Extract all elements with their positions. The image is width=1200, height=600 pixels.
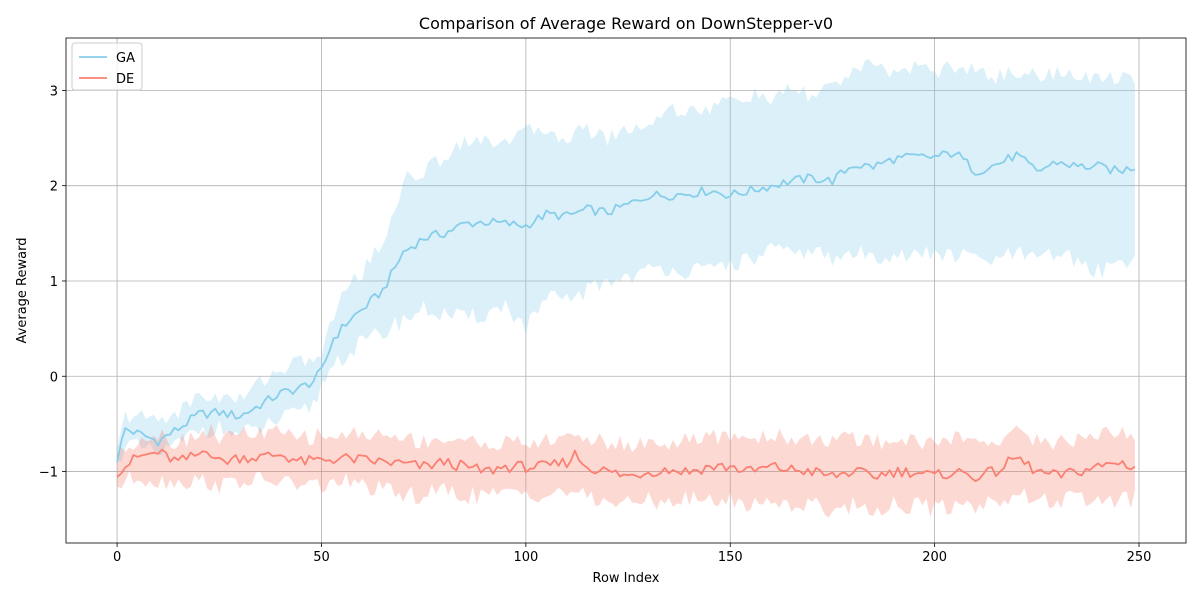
axis-ticks: 0 50 100 150 200 250 −1 0 1 2 3: [39, 84, 1152, 565]
x-tick-label: 50: [313, 550, 330, 565]
x-tick-label: 150: [718, 550, 743, 565]
y-tick-label: 2: [50, 180, 58, 195]
y-tick-label: 0: [50, 370, 58, 385]
band-de: [117, 423, 1135, 518]
y-axis-title: Average Reward: [15, 238, 30, 344]
y-tick-label: 3: [50, 84, 58, 99]
confidence-bands: [117, 59, 1135, 518]
legend-label-de: DE: [116, 72, 134, 87]
x-tick-label: 0: [113, 550, 121, 565]
y-tick-label: 1: [50, 275, 58, 290]
legend-label-ga: GA: [116, 51, 135, 66]
series-lines: [116, 150, 1136, 482]
legend: GA DE: [71, 42, 143, 91]
band-ga: [117, 59, 1135, 463]
x-axis-title: Row Index: [593, 571, 660, 586]
line-de: [116, 448, 1136, 482]
plot-area-frame: [65, 37, 1187, 544]
chart-title: Comparison of Average Reward on DownStep…: [419, 14, 833, 33]
x-tick-label: 100: [513, 550, 538, 565]
y-tick-label: −1: [39, 466, 58, 481]
x-tick-label: 250: [1127, 550, 1152, 565]
line-ga: [116, 150, 1136, 463]
x-tick-label: 200: [922, 550, 947, 565]
